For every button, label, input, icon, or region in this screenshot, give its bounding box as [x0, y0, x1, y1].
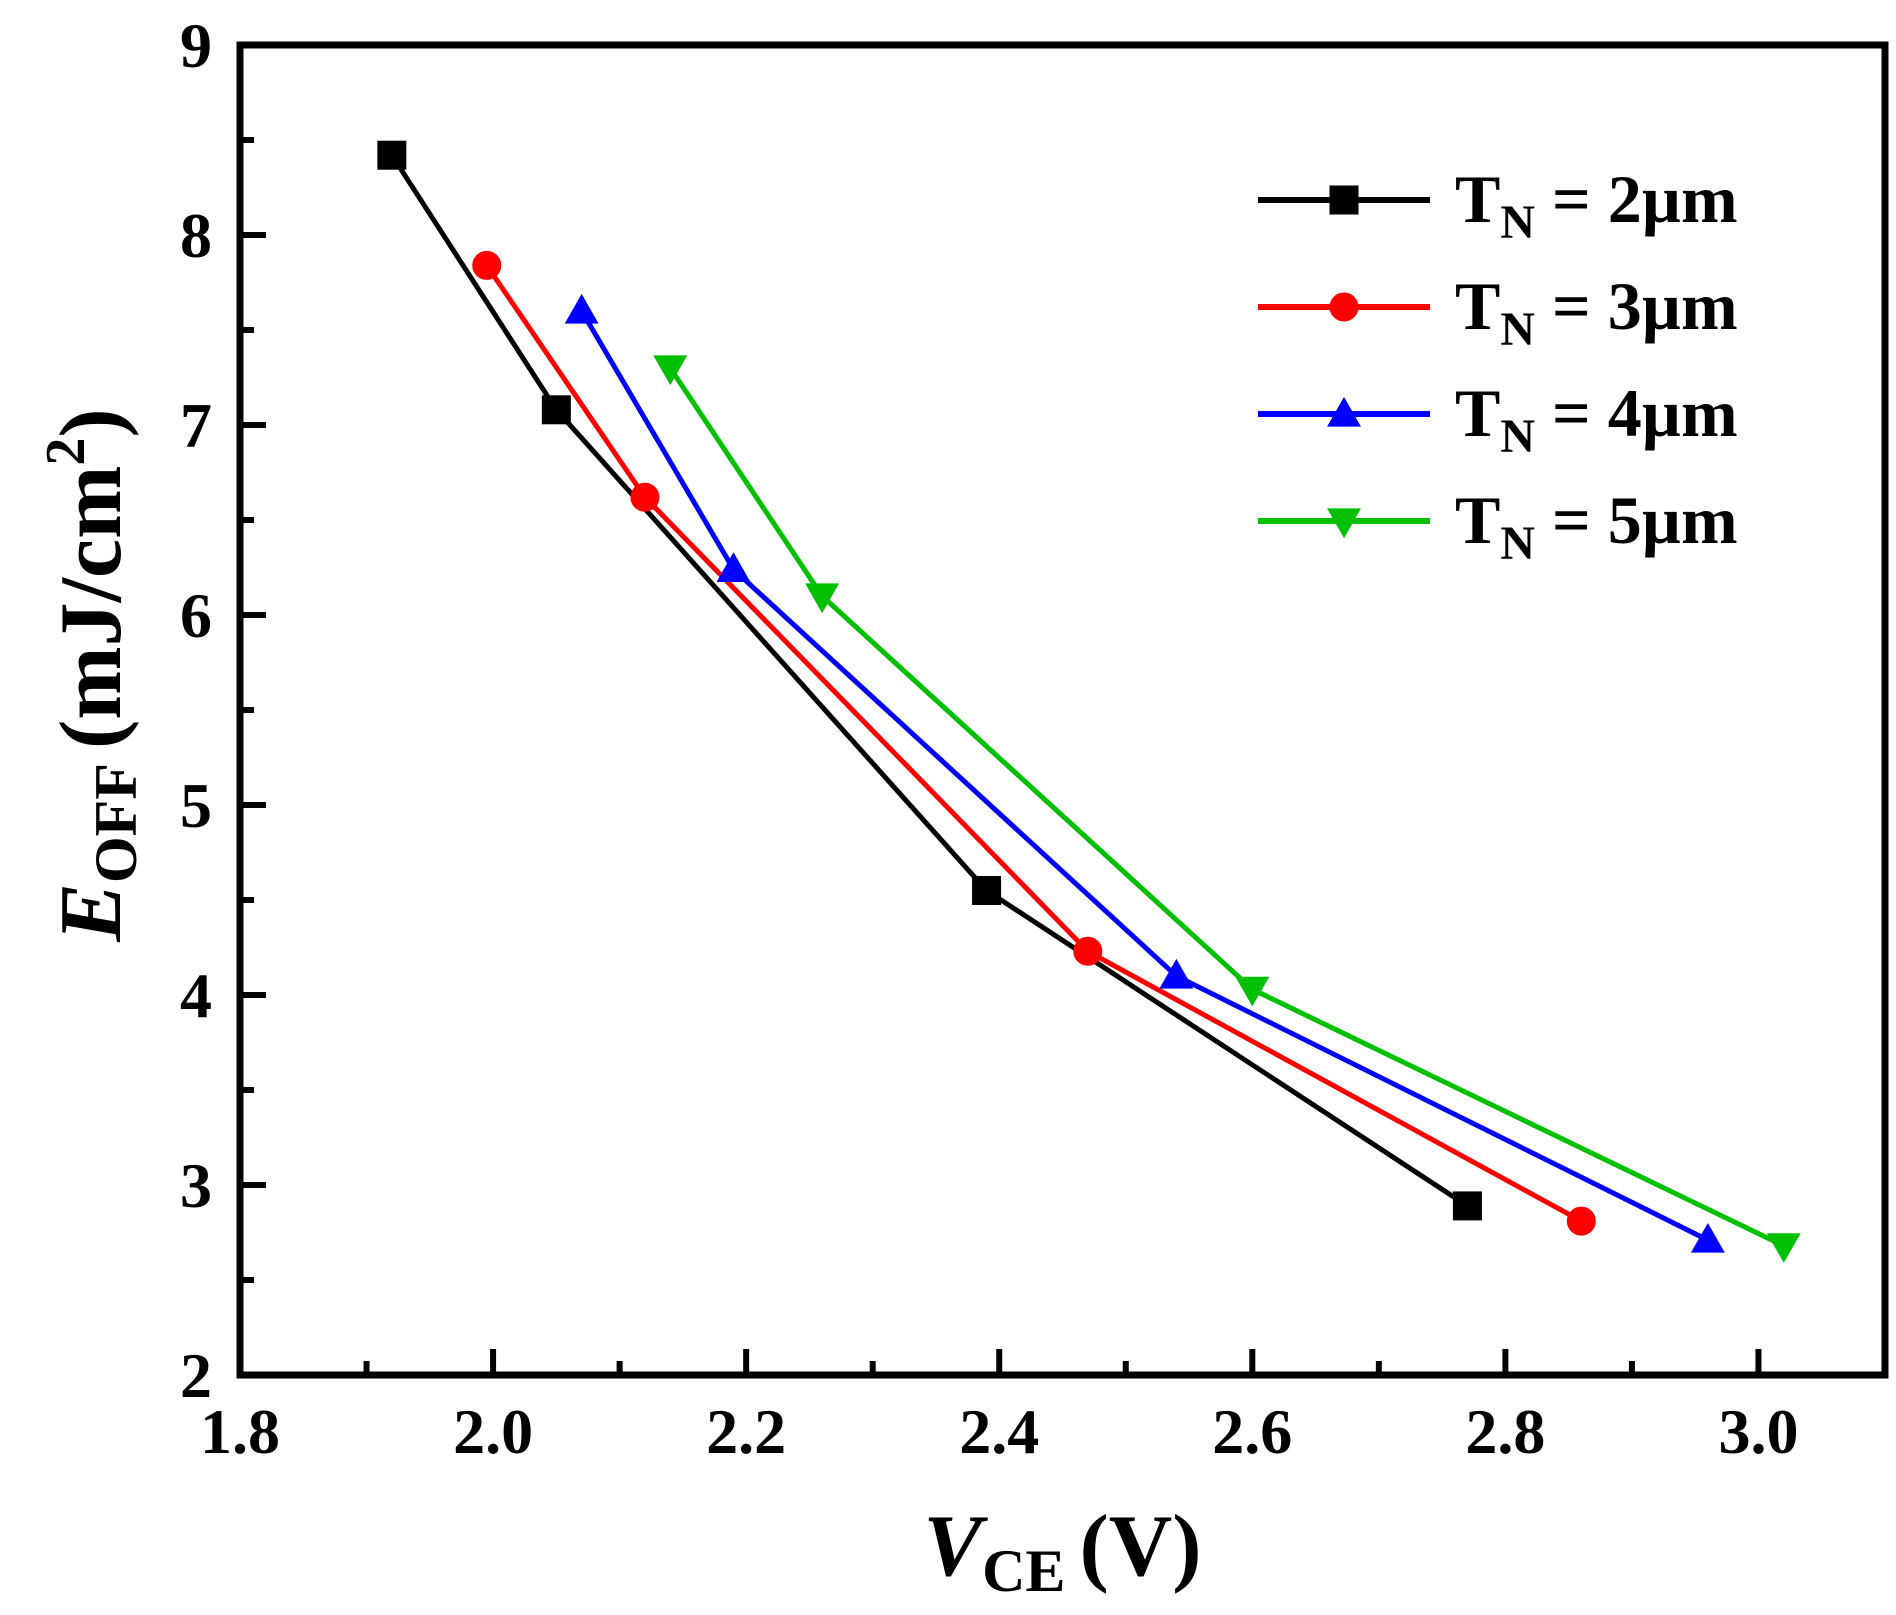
plot-frame: [236, 41, 1889, 1379]
legend-entry: TN = 3µm: [1258, 268, 1738, 356]
series-4: [653, 355, 1801, 1263]
legend-marker: [1329, 185, 1359, 215]
y-axis-title-main: E: [43, 883, 140, 943]
x-tick-label: 2.4: [959, 1396, 1039, 1467]
legend-label-rest: = 2µm: [1535, 161, 1738, 237]
x-tick-label: 3.0: [1718, 1396, 1798, 1467]
legend-label-rest: = 5µm: [1535, 482, 1738, 558]
y-axis-title-unit-close: ): [43, 408, 140, 437]
legend-label-sub: N: [1500, 196, 1535, 249]
series-3-point: [716, 552, 751, 582]
series-3: [564, 293, 1725, 1253]
y-axis-title-sub: OFF: [83, 763, 149, 883]
series-1: [377, 140, 1482, 1221]
y-tick-label: 4: [180, 960, 212, 1031]
series-1-point: [541, 395, 571, 425]
legend-marker: [1329, 292, 1359, 322]
series-2-point: [472, 250, 502, 280]
legend-label-main: T: [1455, 482, 1500, 558]
x-axis-title-unit: (V): [1079, 1498, 1201, 1595]
series-4-line: [668, 366, 1785, 1249]
series-1-point: [1452, 1191, 1482, 1221]
legend-entry: TN = 2µm: [1258, 161, 1738, 249]
series-4-point: [805, 583, 840, 614]
series-2-point: [1073, 936, 1103, 966]
legend-label: TN = 5µm: [1455, 482, 1738, 570]
legend-entry: TN = 4µm: [1258, 375, 1738, 463]
y-tick-label: 5: [180, 770, 212, 841]
series-2-point: [1566, 1206, 1596, 1236]
x-axis-title-main: V: [923, 1498, 988, 1595]
series-2: [472, 250, 1596, 1236]
legend-label-main: T: [1455, 375, 1500, 451]
y-tick-label: 8: [180, 200, 212, 271]
series-1-point: [972, 876, 1002, 905]
series-4-point: [653, 355, 688, 386]
series-2-line: [484, 263, 1583, 1224]
y-tick-label: 7: [180, 390, 212, 461]
y-axis-title-unit: (mJ/cm: [43, 466, 140, 749]
series-2-point: [630, 482, 660, 512]
legend-label-sub: N: [1500, 303, 1535, 356]
y-axis-title-unit-sup: 2: [35, 438, 97, 466]
x-tick-label: 2.6: [1212, 1396, 1292, 1467]
y-tick-label: 6: [180, 580, 212, 651]
series-3-line: [579, 309, 1709, 1243]
legend-marker: [1327, 508, 1361, 539]
x-tick-label: 2.2: [706, 1396, 786, 1467]
series-4-point: [1235, 976, 1270, 1007]
series-3-point: [564, 293, 599, 324]
legend-marker: [1327, 396, 1361, 427]
series-1-point: [377, 140, 407, 170]
tick-labels: 1.8 2.0 2.2 2.4 2.6 2.8 3.0 2 3 4 5 6 7 8 9: [180, 10, 1798, 1467]
y-tick-label: 9: [180, 10, 212, 81]
x-tick-label: 2.8: [1465, 1396, 1545, 1467]
legend-label-sub: N: [1500, 410, 1535, 463]
legend-label: TN = 4µm: [1455, 375, 1738, 463]
x-tick-label: 1.8: [200, 1396, 280, 1467]
legend-label: TN = 3µm: [1455, 268, 1738, 356]
legend-label-rest: = 3µm: [1535, 268, 1738, 344]
x-axis-title-sub: CE: [982, 1538, 1065, 1604]
series-3-point: [1159, 958, 1194, 989]
series-1-line: [389, 153, 1469, 1208]
x-axis-title: VCE (V): [923, 1498, 1201, 1604]
series-4-point: [1766, 1233, 1801, 1263]
series-3-point: [1690, 1222, 1725, 1253]
legend-label-main: T: [1455, 161, 1500, 237]
legend-label-rest: = 4µm: [1535, 375, 1738, 451]
legend-label-sub: N: [1500, 517, 1535, 570]
legend-label-main: T: [1455, 268, 1500, 344]
series-layer: [377, 140, 1801, 1263]
x-tick-label: 2.0: [453, 1396, 533, 1467]
legend-label: TN = 2µm: [1455, 161, 1738, 249]
y-tick-label: 3: [180, 1150, 212, 1221]
y-axis-title: EOFF (mJ/cm2): [35, 408, 149, 942]
legend-entry: TN = 5µm: [1258, 482, 1738, 570]
y-tick-label: 2: [180, 1340, 212, 1411]
